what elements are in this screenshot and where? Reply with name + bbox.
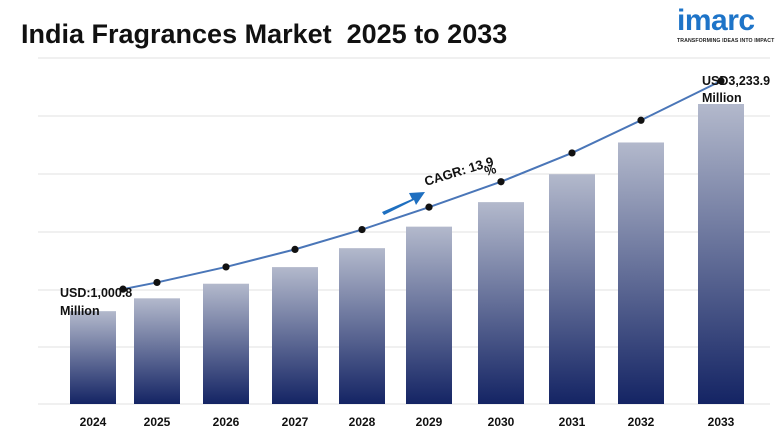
cagr-arrow-icon bbox=[382, 192, 425, 215]
bar-2030 bbox=[478, 202, 524, 404]
x-tick-label: 2027 bbox=[282, 415, 309, 429]
trend-line bbox=[122, 80, 722, 291]
start-unit-label: Million bbox=[60, 304, 100, 318]
x-tick-label: 2032 bbox=[628, 415, 655, 429]
logo-tagline: TRANSFORMING IDEAS INTO IMPACT bbox=[677, 38, 775, 44]
trend-point bbox=[637, 116, 645, 124]
x-tick-label: 2030 bbox=[488, 415, 515, 429]
x-tick-label: 2028 bbox=[349, 415, 376, 429]
trend-point bbox=[497, 178, 505, 186]
page-title: India Fragrances Market 2025 to 2033 bbox=[21, 19, 508, 49]
trend-point bbox=[717, 77, 725, 85]
x-tick-label: 2029 bbox=[416, 415, 443, 429]
trend-point bbox=[222, 263, 230, 271]
bar-2026 bbox=[203, 283, 249, 404]
bar-2029 bbox=[406, 226, 452, 404]
x-tick-label: 2026 bbox=[213, 415, 240, 429]
bar-2032 bbox=[618, 142, 664, 404]
x-tick-label: 2033 bbox=[708, 415, 735, 429]
bar-2025 bbox=[134, 298, 180, 404]
trend-point bbox=[119, 285, 127, 293]
trend-point bbox=[568, 149, 576, 157]
bar-2033 bbox=[698, 104, 744, 404]
x-tick-label: 2025 bbox=[144, 415, 171, 429]
trend-point bbox=[425, 203, 433, 211]
end-value-label: USD3,233.9 bbox=[702, 74, 770, 88]
x-tick-label: 2024 bbox=[80, 415, 107, 429]
x-tick-label: 2031 bbox=[559, 415, 586, 429]
cagr-percent-symbol: % bbox=[482, 161, 498, 179]
bar-2028 bbox=[339, 248, 385, 404]
trend-point bbox=[358, 225, 366, 234]
trend-point bbox=[291, 245, 299, 253]
trend-point bbox=[153, 278, 161, 287]
end-unit-label: Million bbox=[702, 91, 742, 105]
start-value-label: USD:1,000.8 bbox=[60, 286, 132, 300]
logo-wordmark: imarc bbox=[677, 4, 755, 37]
bar-2024 bbox=[70, 311, 116, 404]
imarc-logo: imarc TRANSFORMING IDEAS INTO IMPACT bbox=[677, 4, 777, 54]
bar-2027 bbox=[272, 267, 318, 404]
bar-2031 bbox=[549, 174, 595, 404]
